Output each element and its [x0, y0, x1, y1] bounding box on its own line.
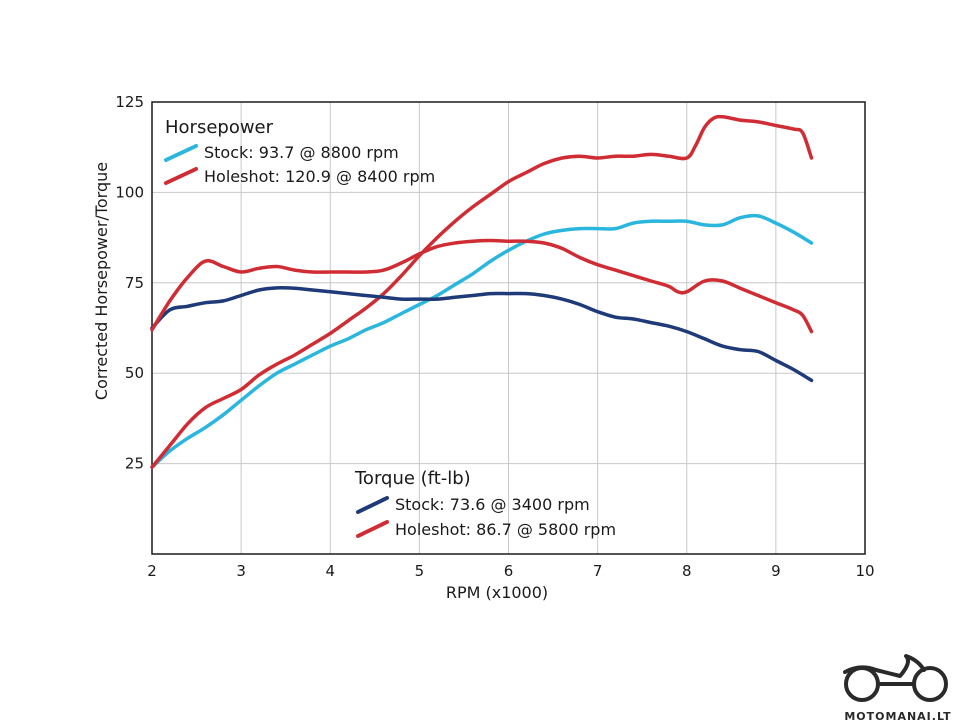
x-tick-label: 2	[147, 562, 157, 580]
x-tick-label: 8	[682, 562, 692, 580]
series-line-tq-stock	[150, 286, 814, 383]
y-tick-label: 50	[125, 364, 144, 382]
series-layer	[150, 114, 814, 469]
x-tick-label: 10	[855, 562, 874, 580]
y-tick-label: 100	[115, 183, 144, 201]
chart-grid	[152, 102, 865, 554]
legend-swatch-hp-stock	[164, 144, 198, 162]
legend-label-hp-holeshot: Holeshot: 120.9 @ 8400 rpm	[204, 167, 435, 186]
x-tick-label: 9	[771, 562, 781, 580]
y-axis-ticks: 25 50 75 100 125	[115, 93, 144, 473]
x-axis-ticks: 2 3 4 5 6 7 8 9 10	[147, 562, 874, 580]
horsepower-legend-title: Horsepower	[165, 117, 274, 138]
torque-legend-title: Torque (ft-lb)	[354, 468, 471, 489]
horsepower-legend: Horsepower Stock: 93.7 @ 8800 rpm Holesh…	[164, 117, 435, 186]
x-tick-label: 5	[415, 562, 425, 580]
watermark-text: MOTOMANAI.LT	[844, 710, 951, 723]
legend-swatch-tq-stock	[356, 496, 389, 514]
y-axis-label: Corrected Horsepower/Torque	[92, 162, 111, 400]
legend-label-tq-stock: Stock: 73.6 @ 3400 rpm	[395, 495, 590, 514]
x-tick-label: 7	[593, 562, 603, 580]
y-tick-label: 25	[125, 455, 144, 473]
x-tick-label: 3	[236, 562, 246, 580]
x-tick-label: 4	[325, 562, 335, 580]
series-line-tq-holeshot	[150, 238, 814, 334]
legend-label-tq-holeshot: Holeshot: 86.7 @ 5800 rpm	[395, 520, 616, 539]
legend-swatch-hp-holeshot	[164, 167, 198, 185]
y-tick-label: 125	[115, 93, 144, 111]
motorcycle-logo-icon	[843, 654, 948, 702]
series-line-hp-holeshot	[150, 114, 814, 469]
torque-legend: Torque (ft-lb) Stock: 73.6 @ 3400 rpm Ho…	[354, 468, 616, 539]
legend-label-hp-stock: Stock: 93.7 @ 8800 rpm	[204, 143, 399, 162]
x-tick-label: 6	[504, 562, 514, 580]
legend-swatch-tq-holeshot	[356, 520, 389, 538]
y-tick-label: 75	[125, 274, 144, 292]
x-axis-label: RPM (x1000)	[446, 583, 548, 602]
series-line-hp-stock	[150, 213, 814, 469]
motorcycle-logo: MOTOMANAI.LT	[843, 654, 951, 723]
